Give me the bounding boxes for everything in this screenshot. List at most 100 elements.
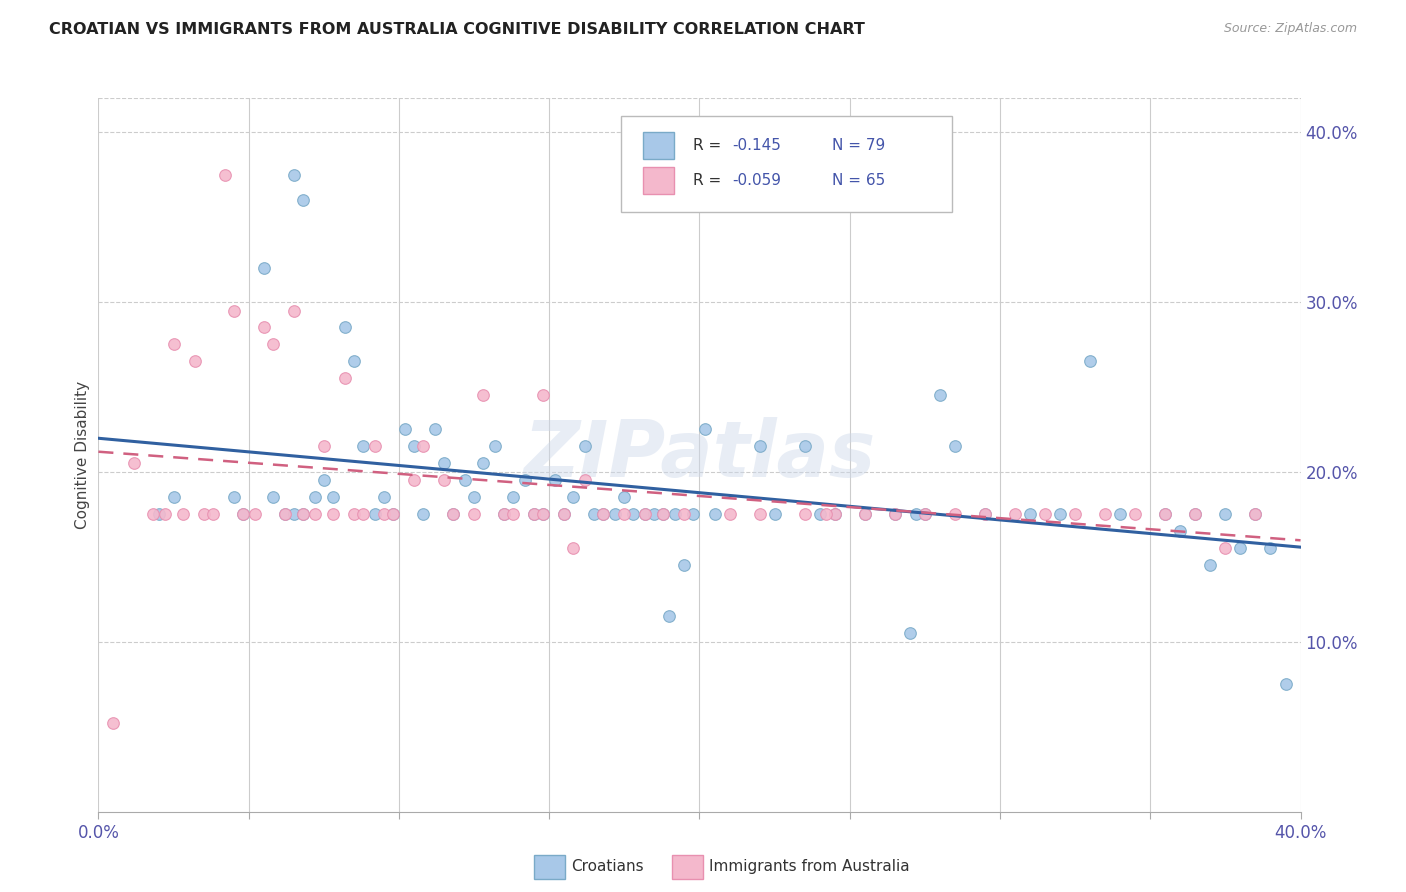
Point bbox=[162, 337, 184, 351]
Point bbox=[718, 508, 741, 522]
Point bbox=[1215, 508, 1237, 522]
Point bbox=[343, 354, 366, 368]
Point bbox=[1274, 677, 1296, 691]
Point bbox=[574, 439, 596, 453]
Point bbox=[262, 491, 284, 505]
Text: Source: ZipAtlas.com: Source: ZipAtlas.com bbox=[1223, 22, 1357, 36]
Point bbox=[523, 508, 546, 522]
Point bbox=[914, 508, 936, 522]
Point bbox=[652, 508, 675, 522]
Point bbox=[472, 457, 495, 471]
Y-axis label: Cognitive Disability: Cognitive Disability bbox=[75, 381, 90, 529]
Point bbox=[253, 260, 276, 275]
Point bbox=[1004, 508, 1026, 522]
Point bbox=[364, 508, 387, 522]
Point bbox=[929, 388, 952, 402]
Point bbox=[291, 508, 314, 522]
Point bbox=[1215, 541, 1237, 556]
Point bbox=[613, 491, 636, 505]
Point bbox=[141, 508, 163, 522]
Point bbox=[824, 508, 846, 522]
Point bbox=[658, 609, 681, 624]
Point bbox=[381, 508, 404, 522]
Point bbox=[283, 168, 305, 182]
Point bbox=[531, 388, 554, 402]
Point bbox=[402, 439, 425, 453]
Point bbox=[262, 337, 284, 351]
Point bbox=[531, 508, 554, 522]
Point bbox=[1154, 508, 1177, 522]
Point bbox=[808, 508, 831, 522]
Point bbox=[472, 388, 495, 402]
Point bbox=[613, 508, 636, 522]
Point bbox=[162, 491, 184, 505]
Point bbox=[433, 474, 456, 488]
Point bbox=[502, 508, 524, 522]
Point bbox=[291, 508, 314, 522]
Point bbox=[364, 439, 387, 453]
Point bbox=[222, 491, 245, 505]
Point bbox=[914, 508, 936, 522]
Point bbox=[682, 508, 704, 522]
Point bbox=[883, 508, 905, 522]
Point bbox=[763, 508, 786, 522]
Point bbox=[373, 491, 395, 505]
Point bbox=[1244, 508, 1267, 522]
Point bbox=[412, 508, 434, 522]
Point bbox=[583, 508, 606, 522]
Point bbox=[793, 439, 815, 453]
Point bbox=[562, 541, 585, 556]
Point bbox=[1199, 558, 1222, 573]
Point bbox=[232, 508, 254, 522]
Point bbox=[172, 508, 194, 522]
Point bbox=[562, 491, 585, 505]
Point bbox=[304, 508, 326, 522]
Point bbox=[634, 508, 657, 522]
Point bbox=[463, 508, 485, 522]
Point bbox=[253, 320, 276, 334]
Point bbox=[853, 508, 876, 522]
Text: CROATIAN VS IMMIGRANTS FROM AUSTRALIA COGNITIVE DISABILITY CORRELATION CHART: CROATIAN VS IMMIGRANTS FROM AUSTRALIA CO… bbox=[49, 22, 865, 37]
Text: -0.145: -0.145 bbox=[733, 138, 780, 153]
Point bbox=[484, 439, 506, 453]
Point bbox=[394, 422, 416, 436]
Point bbox=[531, 508, 554, 522]
Point bbox=[283, 508, 305, 522]
Point bbox=[183, 354, 205, 368]
Point bbox=[412, 439, 434, 453]
Point bbox=[494, 508, 516, 522]
Point bbox=[544, 474, 567, 488]
Point bbox=[304, 491, 326, 505]
Point bbox=[748, 439, 770, 453]
Point bbox=[643, 508, 665, 522]
Point bbox=[673, 508, 696, 522]
Point bbox=[333, 371, 356, 385]
Point bbox=[652, 508, 675, 522]
Point bbox=[1049, 508, 1071, 522]
Text: R =: R = bbox=[693, 138, 727, 153]
Point bbox=[621, 508, 644, 522]
Point bbox=[553, 508, 575, 522]
Point bbox=[441, 508, 464, 522]
Point bbox=[243, 508, 266, 522]
Point bbox=[103, 716, 125, 731]
Text: N = 65: N = 65 bbox=[832, 173, 884, 187]
Point bbox=[148, 508, 170, 522]
Point bbox=[605, 508, 627, 522]
Point bbox=[634, 508, 657, 522]
Point bbox=[943, 508, 966, 522]
Point bbox=[124, 457, 146, 471]
Point bbox=[748, 508, 770, 522]
Point bbox=[974, 508, 997, 522]
Point bbox=[454, 474, 477, 488]
Point bbox=[433, 457, 456, 471]
Point bbox=[898, 626, 921, 640]
Text: Croatians: Croatians bbox=[571, 859, 644, 873]
Point bbox=[574, 474, 596, 488]
Point bbox=[494, 508, 516, 522]
Point bbox=[1260, 541, 1282, 556]
Point bbox=[322, 491, 344, 505]
Point bbox=[1094, 508, 1116, 522]
Point bbox=[201, 508, 224, 522]
Point bbox=[343, 508, 366, 522]
